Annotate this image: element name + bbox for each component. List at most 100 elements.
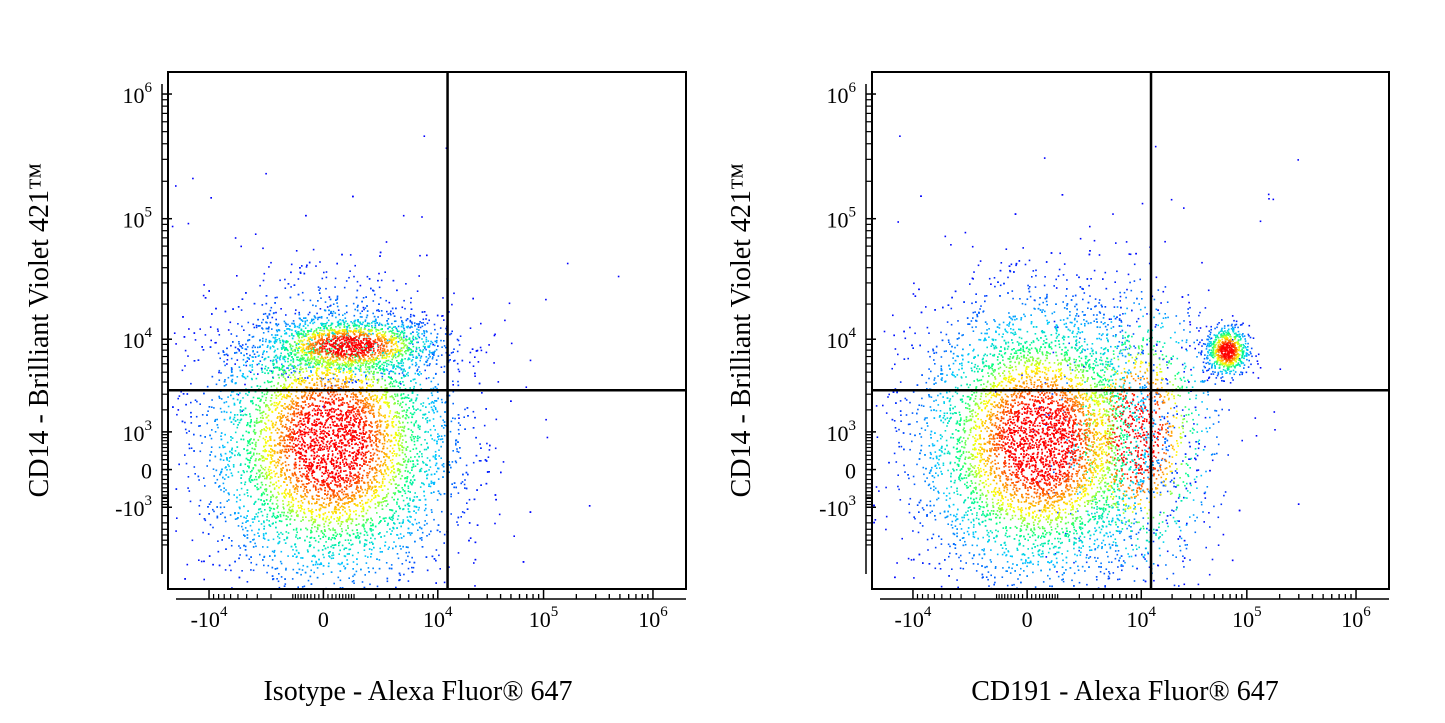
- event-dot: [349, 270, 351, 272]
- event-dot: [231, 452, 234, 455]
- event-dot: [262, 279, 265, 282]
- event-dot: [266, 519, 268, 521]
- event-dot: [368, 363, 370, 365]
- event-dot: [316, 368, 318, 370]
- event-dot: [304, 323, 307, 325]
- event-dot: [397, 362, 399, 364]
- event-dot: [266, 475, 268, 478]
- event-dot: [269, 509, 271, 512]
- event-dot: [361, 323, 364, 326]
- event-dot: [282, 356, 284, 358]
- event-dot: [297, 335, 299, 338]
- event-dot: [245, 364, 248, 367]
- event-dot: [311, 527, 313, 529]
- event-dot: [216, 424, 219, 426]
- event-dot: [435, 373, 437, 375]
- event-dot: [332, 333, 334, 335]
- event-dot: [435, 559, 437, 562]
- event-dot: [332, 310, 335, 313]
- event-dot: [238, 557, 240, 560]
- event-dot: [264, 466, 267, 469]
- event-dot: [309, 358, 311, 360]
- event-dot: [422, 482, 424, 485]
- event-dot: [428, 346, 431, 348]
- event-dot: [398, 491, 400, 493]
- event-dot: [374, 496, 377, 499]
- event-dot: [317, 356, 320, 358]
- event-dot: [390, 567, 393, 570]
- event-dot: [297, 349, 299, 352]
- event-dot: [381, 375, 384, 378]
- event-dot: [310, 360, 313, 363]
- event-dot: [398, 382, 401, 384]
- event-dot: [334, 333, 336, 335]
- event-dot: [252, 539, 254, 541]
- event-dot: [384, 520, 386, 522]
- event-dot: [249, 364, 251, 367]
- event-dot: [327, 364, 330, 366]
- event-dot: [346, 334, 348, 336]
- event-dot: [437, 467, 439, 470]
- event-dot: [364, 574, 366, 576]
- event-dot: [329, 305, 331, 307]
- event-dot: [378, 522, 380, 525]
- event-dot: [261, 514, 264, 517]
- event-dot: [357, 534, 359, 537]
- event-dot: [412, 435, 415, 438]
- event-dot: [252, 356, 254, 358]
- event-dot: [254, 346, 256, 349]
- event-dot: [255, 408, 257, 411]
- event-dot: [379, 516, 381, 518]
- event-dot: [333, 518, 335, 520]
- event-dot: [313, 356, 316, 359]
- event-dot: [401, 495, 404, 497]
- event-dot: [311, 516, 313, 518]
- event-dot: [412, 476, 414, 478]
- event-dot: [416, 368, 419, 371]
- event-dot: [299, 333, 301, 335]
- event-dot: [307, 342, 309, 345]
- event-dot: [322, 536, 324, 538]
- event-dot: [332, 554, 335, 556]
- event-dot: [437, 383, 439, 386]
- event-dot: [489, 444, 491, 447]
- event-dot: [372, 312, 374, 315]
- event-dot: [230, 451, 233, 454]
- event-dot: [404, 504, 407, 507]
- event-dot: [285, 379, 287, 382]
- event-dot: [263, 504, 265, 506]
- event-dot: [230, 456, 232, 458]
- event-dot: [283, 330, 286, 332]
- event-dot: [334, 544, 337, 546]
- event-dot: [250, 457, 252, 459]
- event-dot: [347, 527, 349, 529]
- event-dot: [335, 368, 338, 370]
- event-dot: [247, 495, 249, 497]
- event-dot: [409, 491, 411, 493]
- event-dot: [343, 548, 345, 551]
- event-dot: [353, 275, 355, 278]
- event-dot: [392, 279, 395, 282]
- event-dot: [261, 344, 264, 346]
- event-dot: [231, 474, 234, 477]
- event-dot: [394, 415, 396, 417]
- event-dot: [348, 370, 350, 372]
- event-dot: [371, 322, 373, 324]
- event-dot: [248, 461, 251, 464]
- event-dot: [230, 411, 232, 414]
- event-dot: [234, 454, 236, 457]
- event-dot: [293, 365, 296, 367]
- event-dot: [392, 478, 394, 480]
- event-dot: [409, 315, 412, 318]
- event-dot: [404, 470, 407, 472]
- event-dot: [400, 342, 403, 345]
- event-dot: [295, 346, 298, 349]
- event-dot: [221, 468, 223, 471]
- event-dot: [351, 322, 354, 324]
- event-dot: [340, 322, 342, 325]
- event-dot: [213, 475, 215, 477]
- event-dot: [397, 415, 400, 418]
- event-dot: [333, 544, 335, 546]
- event-dot: [358, 537, 360, 540]
- event-dot: [372, 523, 374, 525]
